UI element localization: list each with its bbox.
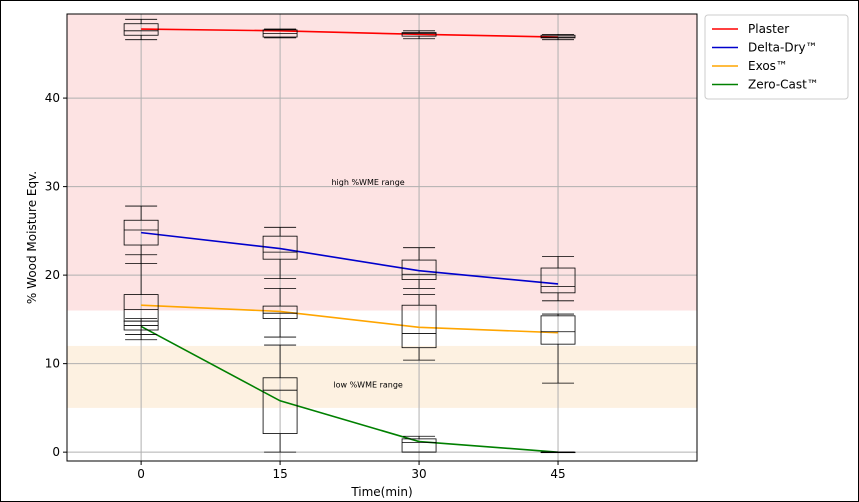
y-tick-label-4: 40 bbox=[45, 91, 60, 105]
y-tick-label-2: 20 bbox=[45, 268, 60, 282]
x-axis-label: Time(min) bbox=[350, 485, 412, 499]
boxplot-3-1 bbox=[262, 344, 298, 453]
boxplot-1-2 bbox=[401, 247, 437, 289]
series-line-3 bbox=[140, 325, 559, 453]
boxplots bbox=[123, 18, 576, 454]
boxplot-0-0 bbox=[123, 18, 159, 41]
band-labels: high %WME range low %WME range bbox=[331, 178, 404, 390]
band-label-0: high %WME range bbox=[331, 178, 404, 187]
legend-label-1: Delta-Dry™ bbox=[748, 41, 818, 55]
x-tick-label-1: 15 bbox=[272, 467, 287, 481]
y-tick-label-0: 0 bbox=[52, 445, 60, 459]
boxplot-0-1 bbox=[262, 28, 298, 39]
boxplot-2-2 bbox=[401, 294, 437, 361]
y-axis-label: % Wood Moisture Eqv. bbox=[25, 171, 39, 304]
series-line-2 bbox=[141, 304, 559, 334]
axis-ticks: 0 15 30 45 0 10 20 30 40 bbox=[45, 91, 566, 481]
boxplot-3-2 bbox=[401, 435, 437, 453]
y-tick-label-1: 10 bbox=[45, 357, 60, 371]
x-tick-label-0: 0 bbox=[137, 467, 145, 481]
legend-label-0: Plaster bbox=[748, 22, 789, 36]
range-bands bbox=[67, 14, 697, 408]
boxplot-1-3 bbox=[540, 256, 576, 302]
x-tick-label-2: 30 bbox=[411, 467, 426, 481]
legend-label-3: Zero-Cast™ bbox=[748, 78, 819, 92]
boxplot-3-0 bbox=[123, 318, 159, 341]
legend-label-2: Exos™ bbox=[748, 59, 788, 73]
legend: Plaster Delta-Dry™ Exos™ Zero-Cast™ bbox=[704, 14, 849, 100]
legend-box bbox=[704, 14, 849, 100]
boxplot-0-2 bbox=[401, 30, 437, 40]
boxplot-2-1 bbox=[262, 287, 298, 338]
boxplot-1-1 bbox=[262, 226, 298, 280]
boxplot-3-3 bbox=[540, 451, 576, 454]
plot-area-border bbox=[66, 13, 698, 462]
boxplot-0-3 bbox=[540, 33, 576, 41]
series-lines bbox=[140, 28, 559, 453]
grid-lines bbox=[67, 14, 697, 461]
series-line-0 bbox=[141, 28, 559, 38]
band-1 bbox=[67, 345, 697, 408]
boxplot-2-3 bbox=[540, 313, 576, 384]
series-line-1 bbox=[141, 231, 559, 285]
x-tick-label-3: 45 bbox=[550, 467, 565, 481]
band-label-1: low %WME range bbox=[333, 381, 403, 390]
band-0 bbox=[67, 14, 697, 311]
y-tick-label-3: 30 bbox=[45, 180, 60, 194]
